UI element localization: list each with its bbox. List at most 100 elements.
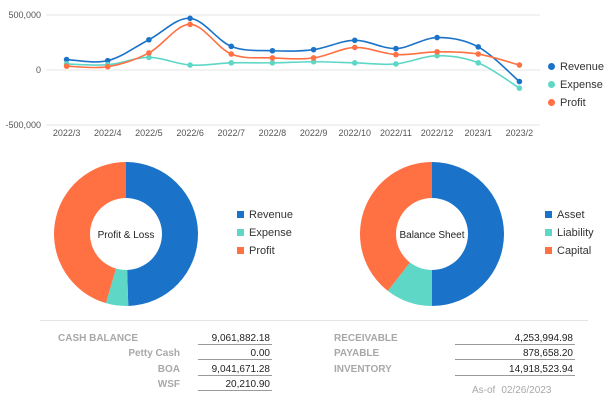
wsf-value: 20,210.90 xyxy=(198,379,272,391)
data-point-expense[interactable] xyxy=(516,85,523,91)
x-tick-label: 2022/8 xyxy=(259,128,287,138)
legend-marker xyxy=(545,229,552,236)
data-point-expense[interactable] xyxy=(187,62,193,68)
legend-marker xyxy=(545,247,552,254)
profit-loss-slice-revenue[interactable] xyxy=(126,162,199,306)
data-point-profit[interactable] xyxy=(228,51,235,57)
data-point-expense[interactable] xyxy=(146,54,152,61)
legend-item-profit[interactable]: Profit xyxy=(548,94,604,112)
x-tick-label: 2022/12 xyxy=(421,128,454,138)
data-point-profit[interactable] xyxy=(475,51,482,57)
x-tick-label: 2022/11 xyxy=(380,128,412,138)
legend-marker xyxy=(237,211,244,218)
legend-marker xyxy=(237,247,244,254)
data-point-profit[interactable] xyxy=(351,44,358,51)
wsf-label: WSF xyxy=(157,379,180,390)
series-line-revenue xyxy=(66,17,520,83)
data-point-expense[interactable] xyxy=(351,60,358,66)
boa-value: 9,041,671.28 xyxy=(198,364,272,376)
balance-sheet-hole xyxy=(396,198,468,270)
data-point-profit[interactable] xyxy=(63,63,70,69)
line-chart-legend: Revenue Expense Profit xyxy=(548,58,604,112)
data-point-profit[interactable] xyxy=(393,51,399,58)
x-tick-label: 2022/7 xyxy=(217,128,245,138)
data-point-revenue[interactable] xyxy=(393,45,399,52)
as-of-date: As-of 02/26/2023 xyxy=(472,385,551,396)
legend-item-capital[interactable]: Capital xyxy=(545,242,594,260)
y-tick-label: 0 xyxy=(36,65,41,75)
data-point-profit[interactable] xyxy=(516,62,523,68)
inventory-label: INVENTORY xyxy=(334,364,392,375)
data-point-revenue[interactable] xyxy=(228,43,235,50)
data-point-profit[interactable] xyxy=(146,50,152,56)
x-tick-label: 2022/10 xyxy=(338,128,371,138)
data-point-expense[interactable] xyxy=(475,60,482,66)
data-point-revenue[interactable] xyxy=(63,56,70,63)
data-point-profit[interactable] xyxy=(269,55,276,61)
x-tick-label: 2022/4 xyxy=(94,128,122,138)
profit-loss-legend: Revenue Expense Profit xyxy=(237,206,293,260)
payable-value: 878,658.20 xyxy=(455,348,575,360)
petty-cash-value: 0.00 xyxy=(198,348,272,360)
data-point-revenue[interactable] xyxy=(269,47,276,54)
data-point-expense[interactable] xyxy=(393,61,399,67)
data-point-revenue[interactable] xyxy=(146,36,152,43)
legend-item-revenue[interactable]: Revenue xyxy=(548,58,604,76)
cash-balance-value: 9,061,882.18 xyxy=(198,333,272,345)
data-point-revenue[interactable] xyxy=(187,15,193,22)
divider xyxy=(40,320,588,321)
balance-sheet-legend: Asset Liability Capital xyxy=(545,206,594,260)
legend-marker xyxy=(548,63,555,70)
series-line-expense xyxy=(66,54,520,89)
legend-item-revenue[interactable]: Revenue xyxy=(237,206,293,224)
data-point-profit[interactable] xyxy=(310,55,317,61)
data-point-profit[interactable] xyxy=(434,49,440,55)
x-tick-label: 2022/6 xyxy=(176,128,204,138)
profit-loss-slice-profit[interactable] xyxy=(54,162,126,304)
data-point-expense[interactable] xyxy=(434,52,440,59)
legend-marker xyxy=(548,99,555,106)
data-point-expense[interactable] xyxy=(310,58,317,65)
legend-marker xyxy=(545,211,552,218)
legend-marker xyxy=(237,229,244,236)
data-point-profit[interactable] xyxy=(104,63,111,70)
x-tick-label: 2022/5 xyxy=(135,128,163,138)
balance-sheet-slice-capital[interactable] xyxy=(360,162,432,291)
legend-item-expense[interactable]: Expense xyxy=(237,224,293,242)
legend-item-profit[interactable]: Profit xyxy=(237,242,293,260)
x-tick-label: 2022/3 xyxy=(53,128,81,138)
boa-label: BOA xyxy=(157,364,180,375)
data-point-revenue[interactable] xyxy=(104,57,111,64)
profit-loss-hole xyxy=(90,198,162,270)
inventory-value: 14,918,523.94 xyxy=(455,364,575,376)
data-point-revenue[interactable] xyxy=(516,78,523,85)
profit-loss-title: Profit & Loss xyxy=(98,230,155,241)
data-point-expense[interactable] xyxy=(269,60,276,66)
data-point-expense[interactable] xyxy=(228,60,235,66)
cash-balance-label: CASH BALANCE xyxy=(58,333,138,344)
data-point-revenue[interactable] xyxy=(475,44,482,50)
legend-item-asset[interactable]: Asset xyxy=(545,206,594,224)
balance-sheet-donut: Balance Sheet xyxy=(360,162,504,306)
as-of-value: 02/26/2023 xyxy=(501,385,552,396)
data-point-profit[interactable] xyxy=(187,21,193,28)
data-point-revenue[interactable] xyxy=(310,46,317,53)
receivable-value: 4,253,994.98 xyxy=(455,333,575,345)
payable-label: PAYABLE xyxy=(334,348,380,359)
profit-loss-donut: Profit & Loss xyxy=(54,162,199,306)
data-point-revenue[interactable] xyxy=(434,34,440,41)
x-tick-label: 2022/9 xyxy=(300,128,328,138)
as-of-label: As-of xyxy=(472,385,496,396)
legend-item-expense[interactable]: Expense xyxy=(548,76,604,94)
y-tick-label: 500,000 xyxy=(8,10,41,20)
y-tick-label: -500,000 xyxy=(5,120,41,130)
legend-marker xyxy=(548,81,555,88)
legend-item-liability[interactable]: Liability xyxy=(545,224,594,242)
series-line-profit xyxy=(66,23,520,69)
data-point-revenue[interactable] xyxy=(351,37,358,44)
line-chart: 500,000 0 -500,000 2022/3 2022/4 2022/5 2022/6… xyxy=(5,10,540,138)
x-tick-label: 2023/2 xyxy=(506,128,534,138)
balance-sheet-title: Balance Sheet xyxy=(399,230,464,241)
receivable-label: RECEIVABLE xyxy=(334,333,398,344)
petty-cash-label: Petty Cash xyxy=(128,348,180,359)
